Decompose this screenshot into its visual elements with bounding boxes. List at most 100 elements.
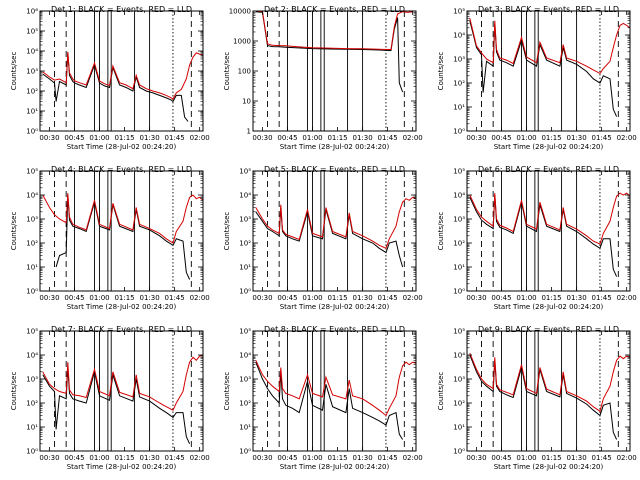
x-tick-label: 01:00 <box>302 294 322 302</box>
y-tick-label: 10¹ <box>453 104 465 112</box>
panel-title: Det 6: BLACK = Events, RED = LLD <box>478 165 619 174</box>
y-tick-label: 10⁵ <box>453 8 465 16</box>
panel-5: 00:30 00:45 01:00 01:15 01:30 01:45 02:00 10⁰ 10… <box>223 165 423 311</box>
x-tick-label: 01:15 <box>114 294 134 302</box>
x-tick-label: 01:45 <box>378 454 398 462</box>
panel-title: Det 5: BLACK = Events, RED = LLD <box>264 165 405 174</box>
plot-frame <box>466 170 631 292</box>
x-tick-label: 01:45 <box>165 454 185 462</box>
x-tick-label: 01:45 <box>165 294 185 302</box>
y-axis-title: Counts/sec <box>437 212 445 251</box>
plot-frame <box>39 330 204 452</box>
plot-frame <box>39 170 204 292</box>
x-tick-label: 02:00 <box>617 454 637 462</box>
y-tick-label: 10³ <box>239 376 251 384</box>
x-tick-label: 01:15 <box>114 454 134 462</box>
y-tick-label: 10⁵ <box>453 168 465 176</box>
x-tick-label: 02:00 <box>617 294 637 302</box>
x-tick-label: 01:45 <box>378 134 398 142</box>
y-tick-label: 10³ <box>453 376 465 384</box>
plot-frame <box>39 10 204 132</box>
x-tick-label: 00:30 <box>466 294 486 302</box>
y-tick-label: 10² <box>26 400 38 408</box>
x-tick-label: 01:00 <box>516 294 536 302</box>
x-tick-label: 01:15 <box>114 134 134 142</box>
x-tick-label: 01:45 <box>592 294 612 302</box>
y-tick-label: 10¹ <box>239 424 251 432</box>
x-tick-label: 01:00 <box>89 134 109 142</box>
series-line-lld <box>469 352 630 413</box>
x-axis-title: Start Time (28-Jul-02 00:24:20) <box>280 303 390 311</box>
y-axis-title: Counts/sec <box>223 372 231 411</box>
x-tick-label: 01:30 <box>353 454 373 462</box>
x-tick-label: 00:45 <box>64 134 84 142</box>
x-tick-label: 01:30 <box>140 454 160 462</box>
series-line-events <box>255 11 404 93</box>
y-tick-label: 10⁵ <box>26 28 38 36</box>
x-tick-label: 02:00 <box>617 134 637 142</box>
y-tick-label: 10⁵ <box>26 328 38 336</box>
panel-4: 00:30 00:45 01:00 01:15 01:30 01:45 02:00 10⁰ 10… <box>10 165 210 311</box>
plot-frame <box>252 10 417 132</box>
y-axis-title: Counts/sec <box>10 52 18 91</box>
series-line-lld <box>469 18 630 75</box>
y-tick-label: 10³ <box>453 216 465 224</box>
panel-title: Det 4: BLACK = Events, RED = LLD <box>51 165 192 174</box>
y-tick-label: 10¹ <box>453 264 465 272</box>
x-tick-label: 00:30 <box>252 294 272 302</box>
y-tick-label: 10⁵ <box>453 328 465 336</box>
y-tick-label: 10² <box>26 240 38 248</box>
y-tick-label: 10⁴ <box>453 192 465 200</box>
x-tick-label: 00:30 <box>39 294 59 302</box>
panel-title: Det 2: BLACK = Events, RED = LLD <box>264 5 405 14</box>
panel-7: 00:30 00:45 01:00 01:15 01:30 01:45 02:00 10⁰ 10… <box>10 325 210 471</box>
y-tick-label: 10³ <box>239 216 251 224</box>
x-tick-label: 01:00 <box>89 294 109 302</box>
y-tick-label: 10⁵ <box>26 168 38 176</box>
panel-title: Det 3: BLACK = Events, RED = LLD <box>478 5 619 14</box>
x-tick-label: 01:30 <box>353 294 373 302</box>
y-tick-label: 10⁴ <box>26 48 38 56</box>
series-line-events <box>469 354 618 440</box>
y-tick-label: 10² <box>453 80 465 88</box>
x-tick-label: 01:00 <box>516 134 536 142</box>
x-tick-label: 01:30 <box>567 454 587 462</box>
series-line-lld <box>255 360 416 417</box>
x-tick-label: 01:45 <box>592 454 612 462</box>
x-tick-label: 00:45 <box>491 454 511 462</box>
y-tick-label: 10¹ <box>239 264 251 272</box>
y-tick-label: 10000 <box>229 8 251 16</box>
x-tick-label: 01:45 <box>592 134 612 142</box>
y-tick-label: 10⁰ <box>26 448 38 456</box>
y-tick-label: 10² <box>239 400 251 408</box>
y-axis-title: Counts/sec <box>437 372 445 411</box>
series-line-events <box>469 194 618 277</box>
y-tick-label: 10 <box>242 98 251 106</box>
x-tick-label: 01:15 <box>541 454 561 462</box>
y-tick-label: 10² <box>453 240 465 248</box>
x-tick-label: 01:15 <box>327 294 347 302</box>
panel-title: Det 9: BLACK = Events, RED = LLD <box>478 325 619 334</box>
y-tick-label: 10⁶ <box>26 8 38 16</box>
x-tick-label: 02:00 <box>190 294 210 302</box>
series-line-events <box>55 194 191 280</box>
y-tick-label: 10⁰ <box>239 448 251 456</box>
y-tick-label: 10⁰ <box>26 288 38 296</box>
series-line-lld <box>469 192 630 245</box>
y-tick-label: 10⁰ <box>453 128 465 136</box>
x-axis-title: Start Time (28-Jul-02 00:24:20) <box>67 143 177 151</box>
x-tick-label: 01:30 <box>140 134 160 142</box>
y-tick-label: 10³ <box>26 216 38 224</box>
x-tick-label: 02:00 <box>403 134 423 142</box>
series-line-events <box>469 20 618 117</box>
panel-title: Det 8: BLACK = Events, RED = LLD <box>264 325 405 334</box>
x-tick-label: 01:00 <box>516 454 536 462</box>
x-axis-title: Start Time (28-Jul-02 00:24:20) <box>494 143 604 151</box>
x-tick-label: 01:15 <box>327 454 347 462</box>
series-line-events <box>255 207 404 268</box>
x-tick-label: 02:00 <box>190 454 210 462</box>
x-axis-title: Start Time (28-Jul-02 00:24:20) <box>67 463 177 471</box>
x-tick-label: 00:45 <box>491 294 511 302</box>
y-tick-label: 1 <box>247 128 251 136</box>
